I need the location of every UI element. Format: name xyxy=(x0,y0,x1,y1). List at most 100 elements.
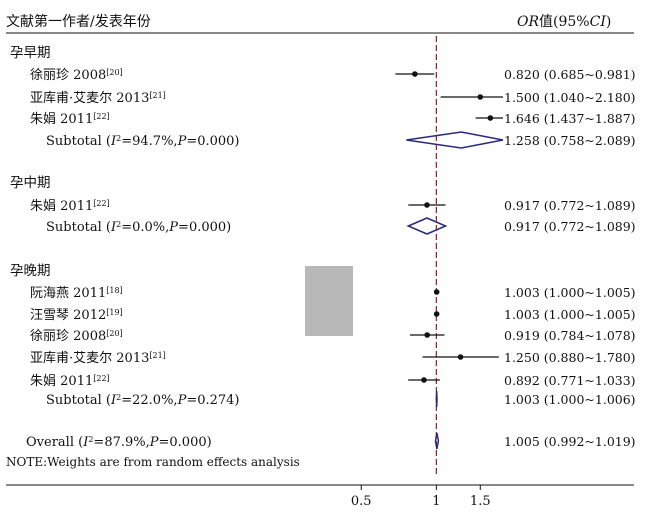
study-label: 阮海燕 2011[18] xyxy=(30,286,123,302)
overall-label-p: P xyxy=(149,435,159,450)
header-or-label: OR xyxy=(517,14,539,30)
study-ref: [18] xyxy=(106,286,122,295)
study-year: 2011 xyxy=(60,374,93,389)
study-year: 2011 xyxy=(60,112,93,127)
study-or-text: 1.250 (0.880~1.780) xyxy=(504,350,636,365)
subtotal-label-p-value: =0.000) xyxy=(178,220,231,235)
weight-box-ruan-2011 xyxy=(305,266,353,336)
study-year: 2008 xyxy=(73,68,106,83)
study-label: 徐丽珍 2008[20] xyxy=(30,329,123,345)
study-or-text: 1.646 (1.437~1.887) xyxy=(504,111,636,126)
header-ci-label: CI xyxy=(590,14,607,30)
subtotal-label-prefix: Subtotal ( xyxy=(46,393,111,408)
study-ref: [20] xyxy=(106,68,122,77)
study-or-text: 0.919 (0.784~1.078) xyxy=(504,328,636,343)
overall-diamond xyxy=(434,432,440,450)
subtotal-or-text: 0.917 (0.772~1.089) xyxy=(504,219,636,234)
overall-label: Overall (I2=87.9%,P=0.000) xyxy=(26,435,212,451)
study-point xyxy=(412,71,418,77)
study-author: 亚库甫·艾麦尔 xyxy=(30,350,112,366)
study-point xyxy=(424,332,431,338)
subgroup-title: 孕早期 xyxy=(10,45,51,61)
overall-label-i2-sup: 2 xyxy=(88,435,93,444)
study-author: 亚库甫·艾麦尔 xyxy=(30,90,112,106)
study-point xyxy=(433,289,440,295)
header-right-label: OR值(95%CI) xyxy=(517,14,611,30)
subtotal-label-i2: I xyxy=(110,393,117,408)
study-or-text: 0.892 (0.771~1.033) xyxy=(504,373,636,388)
study-author: 朱娟 xyxy=(30,112,56,127)
subtotal-diamond xyxy=(435,390,438,408)
x-tick-label: 1 xyxy=(432,494,440,509)
subtotal-label-p: P xyxy=(177,134,187,149)
study-or-text: 0.820 (0.685~0.981) xyxy=(504,67,636,82)
subtotal-label-i2-value: =22.0%, xyxy=(121,393,177,408)
study-year: 2008 xyxy=(73,329,106,344)
x-tick-label: 1.5 xyxy=(470,494,491,509)
subtotal-label-i2-sup: 2 xyxy=(116,220,121,229)
study-point xyxy=(487,115,494,121)
study-ref: [22] xyxy=(93,199,109,208)
subtotal-label: Subtotal (I2=94.7%,P=0.000) xyxy=(46,134,240,150)
study-point xyxy=(424,202,430,208)
study-point xyxy=(421,377,427,383)
subtotal-label-prefix: Subtotal ( xyxy=(46,134,111,149)
study-year: 2011 xyxy=(73,286,106,301)
subtotal-label-i2: I xyxy=(110,134,117,149)
header-value-label: 值(95% xyxy=(539,14,590,30)
study-point xyxy=(433,311,440,317)
weights-note: NOTE:Weights are from random effects ana… xyxy=(6,455,300,469)
study-point xyxy=(477,94,484,100)
header-close-paren: ) xyxy=(606,14,611,30)
overall-or-text: 1.005 (0.992~1.019) xyxy=(504,434,636,449)
study-year: 2011 xyxy=(60,199,93,214)
subtotal-label-i2: I xyxy=(110,220,117,235)
overall-label-i2: I xyxy=(82,435,89,450)
subtotal-diamond xyxy=(406,217,448,235)
study-author: 徐丽珍 xyxy=(30,329,69,344)
study-or-text: 1.003 (1.000~1.005) xyxy=(504,307,636,322)
study-or-text: 0.917 (0.772~1.089) xyxy=(504,198,636,213)
study-author: 徐丽珍 xyxy=(30,68,69,83)
subtotal-or-text: 1.003 (1.000~1.006) xyxy=(504,392,636,407)
study-ref: [22] xyxy=(93,374,109,383)
study-year: 2013 xyxy=(116,351,149,366)
study-or-text: 1.500 (1.040~2.180) xyxy=(504,90,636,105)
overall-label-i2-value: =87.9%, xyxy=(93,435,149,450)
subtotal-label-i2-sup: 2 xyxy=(116,393,121,402)
study-author: 汪雪琴 xyxy=(30,308,69,323)
subtotal-diamond xyxy=(406,131,504,149)
study-ref: [19] xyxy=(106,308,122,317)
subtotal-label-p-value: =0.274) xyxy=(186,393,239,408)
subtotal-label-p: P xyxy=(168,220,178,235)
x-tick-label: 0.5 xyxy=(351,494,372,509)
header-left-label: 文献第一作者/发表年份 xyxy=(6,13,151,30)
subtotal-label: Subtotal (I2=0.0%,P=0.000) xyxy=(46,220,231,236)
study-ref: [22] xyxy=(93,112,109,121)
study-or-text: 1.003 (1.000~1.005) xyxy=(504,285,636,300)
subtotal-label-i2-sup: 2 xyxy=(116,134,121,143)
study-ref: [20] xyxy=(106,329,122,338)
overall-label-prefix: Overall ( xyxy=(26,435,83,450)
study-label: 亚库甫·艾麦尔 2013[21] xyxy=(30,350,166,366)
subgroup-title: 孕晚期 xyxy=(10,263,51,279)
study-author: 朱娟 xyxy=(30,374,56,389)
study-author: 阮海燕 xyxy=(30,286,69,301)
study-label: 亚库甫·艾麦尔 2013[21] xyxy=(30,90,166,106)
subtotal-label-prefix: Subtotal ( xyxy=(46,220,111,235)
study-label: 朱娟 2011[22] xyxy=(30,199,110,215)
study-label: 汪雪琴 2012[19] xyxy=(30,308,123,324)
study-year: 2012 xyxy=(73,308,106,323)
study-author: 朱娟 xyxy=(30,199,56,214)
study-year: 2013 xyxy=(116,91,149,106)
study-point xyxy=(457,354,464,360)
study-ref: [21] xyxy=(149,351,165,360)
subtotal-label-i2-value: =0.0%, xyxy=(121,220,169,235)
subgroup-title: 孕中期 xyxy=(10,175,51,191)
subtotal-or-text: 1.258 (0.758~2.089) xyxy=(504,133,636,148)
study-ref: [21] xyxy=(149,91,165,100)
study-label: 徐丽珍 2008[20] xyxy=(30,68,123,84)
overall-label-p-value: =0.000) xyxy=(159,435,212,450)
study-label: 朱娟 2011[22] xyxy=(30,112,110,128)
